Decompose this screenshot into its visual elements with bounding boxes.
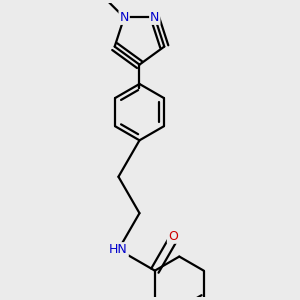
Text: N: N bbox=[119, 11, 129, 24]
Text: HN: HN bbox=[109, 243, 128, 256]
Text: N: N bbox=[150, 11, 160, 24]
Text: O: O bbox=[168, 230, 178, 243]
